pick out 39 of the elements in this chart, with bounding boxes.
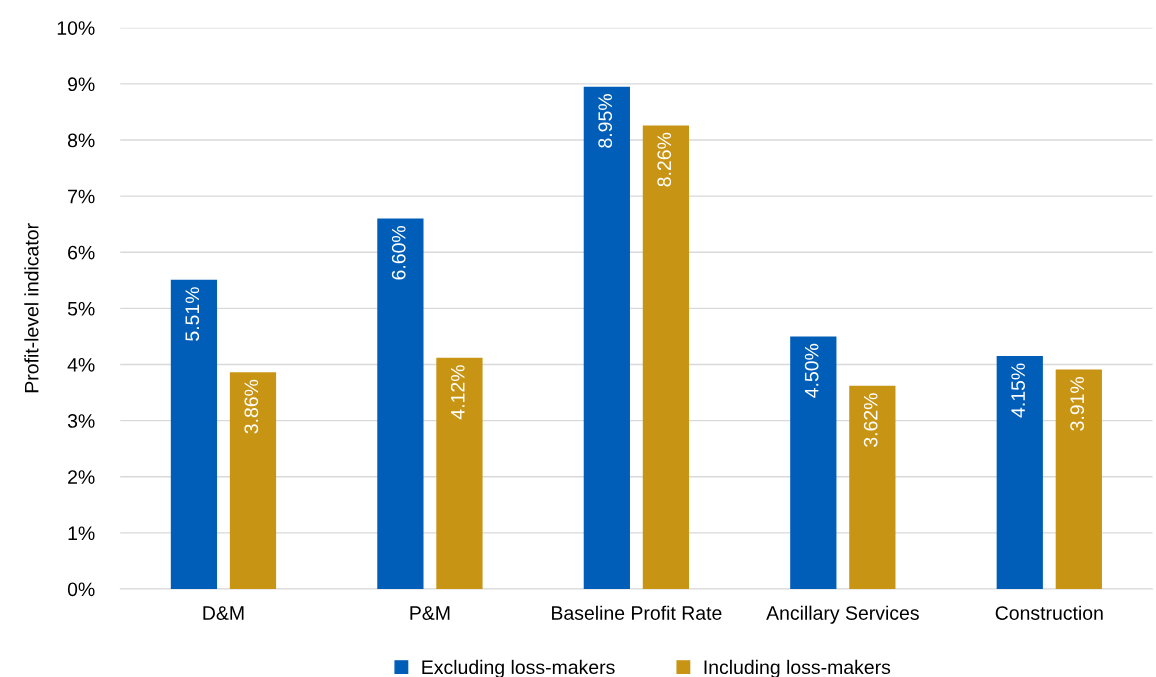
legend-label: Including loss-makers (704, 659, 891, 677)
y-tick-label: 1% (68, 526, 95, 541)
y-tick-label: 9% (68, 77, 95, 92)
bar (996, 356, 1043, 589)
y-tick-label: 8% (67, 133, 95, 148)
data-label: 8.26% (657, 132, 672, 187)
bar (583, 86, 630, 589)
bar (170, 279, 218, 589)
data-label: 5.51% (185, 287, 200, 341)
y-tick-label: 5% (67, 301, 95, 316)
data-label: 8.95% (598, 94, 613, 148)
bar (377, 218, 424, 589)
y-tick-label: 7% (68, 189, 95, 204)
data-label: 3.62% (863, 393, 878, 447)
data-label: 4.12% (450, 365, 465, 420)
bar (436, 357, 483, 589)
data-label: 3.91% (1070, 376, 1085, 431)
y-tick-label: 6% (68, 245, 95, 260)
x-tick-label: Baseline Profit Rate (552, 605, 722, 620)
y-tick-label: 10% (57, 21, 95, 35)
y-tick-label: 3% (67, 414, 95, 428)
x-tick-label: Construction (995, 605, 1103, 620)
legend-label: Excluding loss-makers (422, 659, 615, 677)
y-tick-label: 4% (67, 358, 95, 372)
y-axis-title: Profit-level indicator (24, 223, 39, 393)
y-tick-label: 2% (68, 470, 95, 484)
data-label: 4.50% (804, 343, 819, 398)
data-label: 4.15% (1011, 363, 1025, 418)
bar (849, 385, 896, 589)
x-tick-label: P&M (410, 606, 450, 620)
data-label: 3.86% (244, 379, 259, 434)
data-label: 6.60% (391, 226, 406, 280)
bar (229, 372, 277, 589)
bar (1055, 369, 1102, 589)
bar (790, 336, 837, 589)
bar (642, 125, 690, 589)
x-tick-label: D&M (203, 606, 244, 620)
x-tick-label: Ancillary Services (766, 605, 919, 624)
y-tick-label: 0% (67, 582, 95, 597)
